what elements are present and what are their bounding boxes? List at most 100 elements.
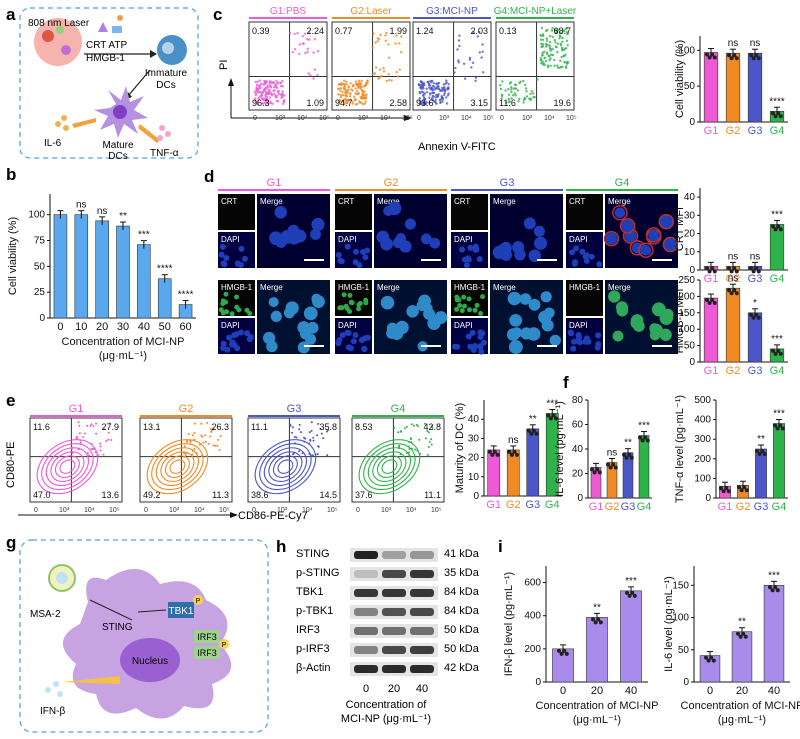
x-tick-label: G1 xyxy=(589,501,604,513)
data-point xyxy=(710,298,715,302)
data-point xyxy=(622,452,626,457)
data-point xyxy=(529,431,534,436)
flow-dot xyxy=(339,89,342,92)
flow-dot xyxy=(545,51,549,54)
quadrant-lr: 13.6 xyxy=(101,490,119,500)
flow-x-tick: 10⁴ xyxy=(461,115,472,122)
flow-dot xyxy=(87,454,90,457)
nucleus-dot xyxy=(533,225,545,237)
bar xyxy=(763,585,785,683)
chart-f-tnf: 0 100 200 300 400 500 G1 G2 ** G3 *** G4 TNF-α level… xyxy=(674,395,788,513)
data-point xyxy=(732,288,737,293)
dapi-tile-label: DAPI xyxy=(454,235,473,244)
data-point xyxy=(727,266,731,271)
flow-dot xyxy=(426,430,429,432)
quadrant-ur: 2.24 xyxy=(306,26,324,36)
flow-dot xyxy=(547,66,550,69)
contour-line xyxy=(259,443,312,491)
flow-dot xyxy=(77,421,80,424)
flow-dot xyxy=(431,99,435,102)
hmgb-dot xyxy=(218,307,224,313)
flow-dot xyxy=(382,70,386,73)
laser-label: 808 nm Laser xyxy=(28,18,90,29)
flow-dot xyxy=(437,87,440,91)
x-tick-label: G4 xyxy=(770,273,785,285)
blot-kda-label: 84 kDa xyxy=(444,605,480,617)
contour-line xyxy=(50,451,85,483)
y-tick-label: 20 xyxy=(684,229,696,240)
flow-dot xyxy=(309,454,312,457)
x-tick-label: G1 xyxy=(704,273,719,285)
quadrant-ll: 38.6 xyxy=(251,490,269,500)
blot-band xyxy=(382,570,406,578)
x-axis-label-1: Concentration of MCI-NP xyxy=(62,336,185,348)
flow-dot xyxy=(525,95,529,98)
flow-dot xyxy=(543,56,546,60)
blot-band xyxy=(382,589,406,597)
flow-dot xyxy=(536,78,539,81)
flow-dot xyxy=(420,80,424,84)
crt-ring xyxy=(619,218,636,234)
flow-dot xyxy=(298,428,301,431)
quadrant-ll: 37.6 xyxy=(355,490,373,500)
flow-dot xyxy=(400,430,402,433)
flow-dot xyxy=(549,49,552,52)
flow-dot xyxy=(422,84,425,87)
flow-dot xyxy=(291,426,294,429)
flow-title: G1 xyxy=(69,403,84,415)
flow-dot xyxy=(255,88,259,92)
significance-label: ** xyxy=(593,602,601,613)
nucleus-dot xyxy=(306,321,319,334)
nucleus-dot xyxy=(287,231,301,245)
significance-label: ns xyxy=(750,251,761,262)
nucleus-dot xyxy=(509,314,523,327)
dapi-dot xyxy=(223,255,230,261)
dapi-dot xyxy=(582,338,589,345)
flow-dot xyxy=(481,43,484,46)
flow-dot xyxy=(261,90,264,94)
flow-dot xyxy=(277,93,281,96)
flow-dot xyxy=(565,31,568,34)
blot-row-label: TBK1 xyxy=(296,586,324,598)
flow-dot xyxy=(356,89,359,93)
contour-line xyxy=(36,439,99,495)
data-point xyxy=(627,593,632,598)
flow-dot xyxy=(559,42,562,45)
blot-row-label: IRF3 xyxy=(296,624,320,636)
flow-dot xyxy=(96,453,99,456)
flow-dot xyxy=(446,94,450,97)
dapi-dot xyxy=(339,332,346,338)
flow-dot xyxy=(360,79,363,83)
data-point xyxy=(743,634,748,639)
data-point xyxy=(778,114,783,119)
flow-dot xyxy=(556,50,559,54)
bar xyxy=(157,278,172,319)
nucleus-dot xyxy=(528,249,542,262)
flow-dot xyxy=(312,436,315,439)
flow-dot xyxy=(92,425,95,428)
data-point xyxy=(709,655,714,660)
y-tick-label: 200 xyxy=(678,291,695,302)
data-point xyxy=(773,351,778,356)
bar xyxy=(747,52,763,123)
flow-x-tick: 10³ xyxy=(439,115,450,122)
data-point xyxy=(757,452,762,456)
contour-line xyxy=(372,451,407,483)
dapi-dot xyxy=(364,247,371,254)
data-point xyxy=(598,620,603,625)
flow-dot xyxy=(291,51,294,54)
dapi-dot xyxy=(481,339,487,346)
flow-dot xyxy=(339,95,343,99)
blot-band xyxy=(382,551,406,559)
nucleus-dot xyxy=(608,290,621,303)
blot-x-tick: 20 xyxy=(388,683,400,695)
flow-title: G3 xyxy=(287,403,302,415)
significance-label: *** xyxy=(638,421,650,432)
nucleus-dot xyxy=(392,236,405,249)
flow-dot xyxy=(206,455,209,457)
contour-line xyxy=(376,455,402,478)
bar xyxy=(638,435,650,499)
flow-dot xyxy=(354,98,357,102)
data-point xyxy=(564,651,569,656)
triangle-icon xyxy=(98,22,108,32)
